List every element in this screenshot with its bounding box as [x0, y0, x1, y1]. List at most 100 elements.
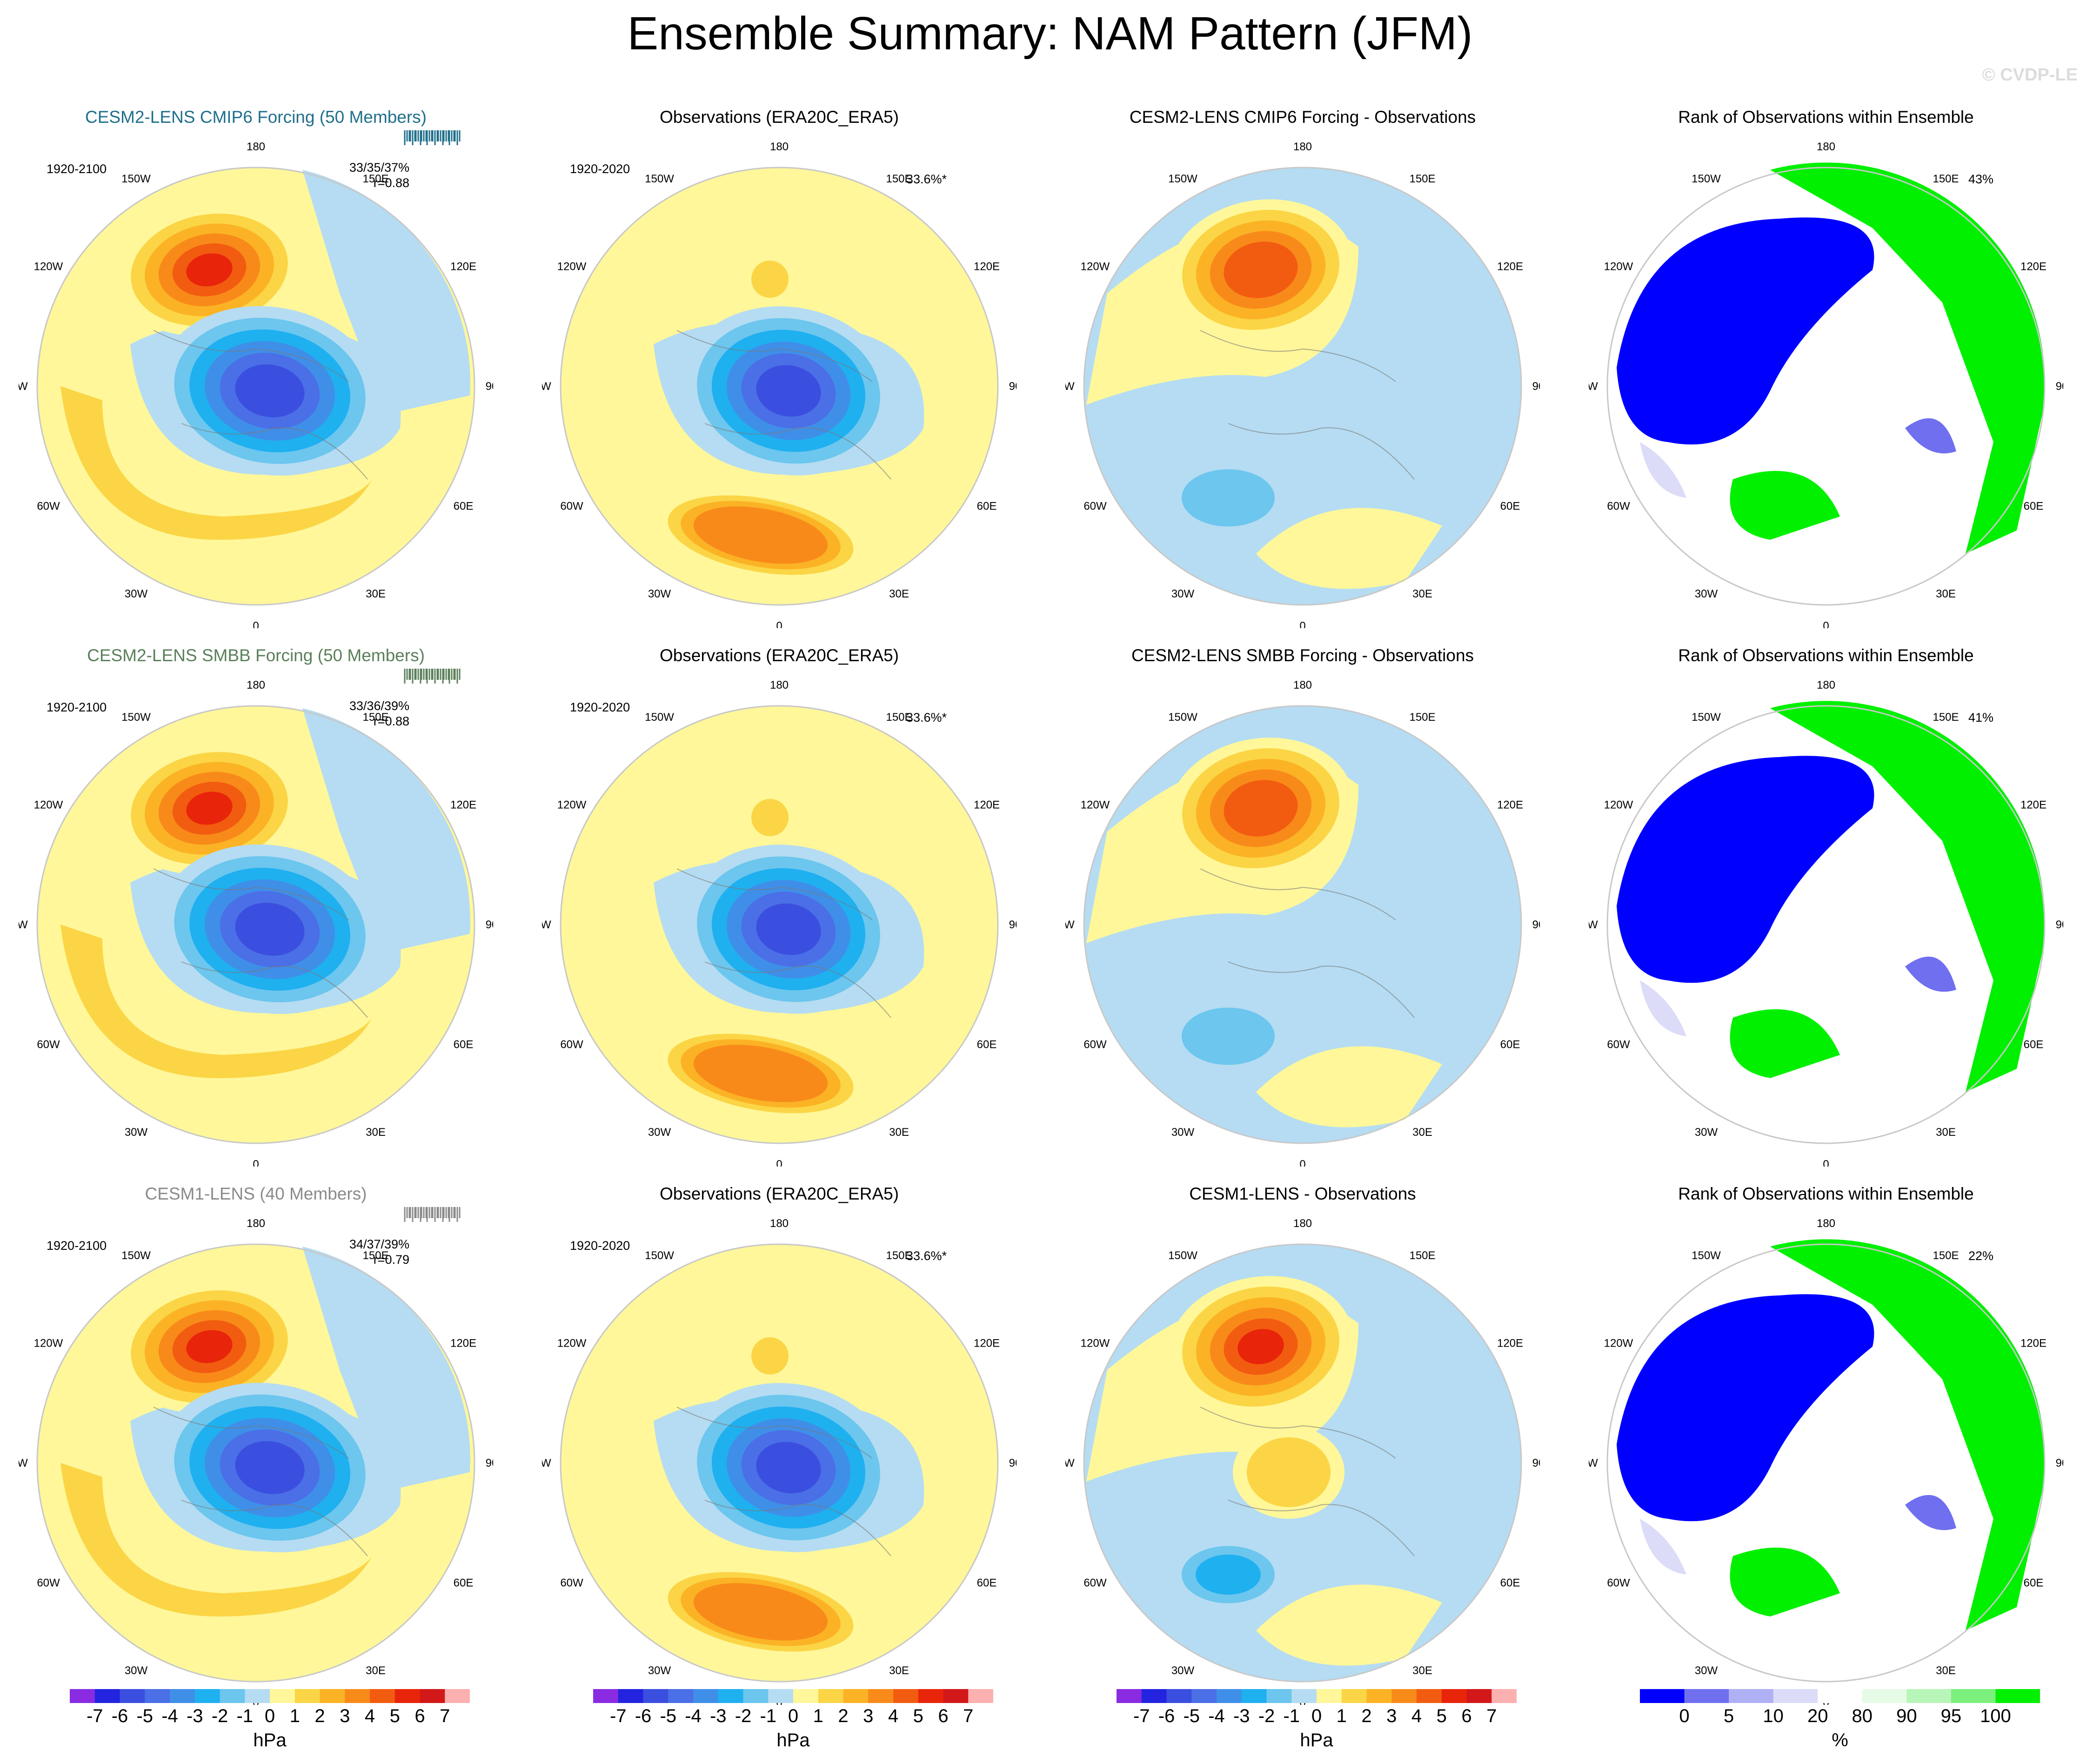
model-polar-map: 180150E120E90E60E30E030W60W90W120W150W [19, 1207, 493, 1705]
longitude-label: 180 [770, 1217, 789, 1230]
colorbar-swatch [1366, 1689, 1392, 1703]
colorbar-swatch [1640, 1689, 1685, 1703]
colorbar-swatch [445, 1689, 470, 1703]
obs-polar-map: 180 150E 120E 90E 60E 30E 0 30W 60W 90W 120W 150W [542, 679, 1017, 1167]
longitude-label: 30E [1936, 1664, 1956, 1677]
longitude-label: 180 [1293, 1217, 1312, 1230]
colorbar-swatch [120, 1689, 145, 1703]
longitude-label: 150E [886, 173, 912, 185]
colorbar-swatch [1191, 1689, 1217, 1703]
colorbar-swatch [1818, 1689, 1863, 1703]
diff-yellow-south [1256, 508, 1442, 589]
rank-blue-region [1617, 1294, 1874, 1522]
longitude-label: 30E [889, 1664, 909, 1677]
colorbar-swatch [1773, 1689, 1818, 1703]
model-pacific-high-level-5 [186, 253, 233, 287]
longitude-label: 120W [1081, 799, 1110, 811]
colorbar-swatch [245, 1689, 270, 1703]
rank-green-east [1770, 701, 2045, 1092]
colorbar-tick-label: -7 [1133, 1706, 1150, 1726]
model-title: CESM2-LENS SMBB Forcing (50 Members) [87, 646, 425, 665]
longitude-label: 30W [648, 588, 671, 600]
obs-percent: 33.6%* [906, 711, 947, 724]
longitude-label: 150E [1409, 1249, 1435, 1262]
obs-pacific-high-level-1 [751, 261, 789, 298]
colorbar-swatch [294, 1689, 320, 1703]
obs-atlantic-high-level-3 [693, 506, 828, 564]
rank-green-atlantic [1730, 471, 1840, 540]
colorbar-swatch [818, 1689, 843, 1703]
coastline [153, 330, 368, 480]
colorbar-tick-label: 0 [1311, 1706, 1322, 1726]
longitude-label: 60W [37, 1577, 60, 1589]
longitude-label: 120E [974, 261, 1000, 273]
colorbar-swatch [843, 1689, 869, 1703]
colorbar-swatch [1117, 1689, 1142, 1703]
model-correlation: r=0.79 [373, 1253, 409, 1267]
longitude-label: 180 [1817, 141, 1835, 153]
colorbar-units: hPa [253, 1730, 287, 1750]
obs-pacific-high-level-1 [751, 799, 789, 836]
colorbar-tick-label: 0 [1679, 1706, 1690, 1726]
longitude-label: 30E [366, 588, 386, 600]
longitude-label: 150W [1168, 173, 1197, 185]
coastline [676, 1407, 891, 1556]
colorbar-units: hPa [776, 1730, 810, 1750]
longitude-label: 120W [1604, 1337, 1633, 1350]
colorbar-tick-label: -3 [709, 1706, 727, 1726]
longitude-label: 150E [1409, 711, 1435, 724]
longitude-label: 30E [366, 1126, 386, 1139]
colorbar-swatch [593, 1689, 619, 1703]
panel-model-row1: CESM2-LENS CMIP6 Forcing (50 Members) 192… [19, 93, 493, 630]
colorbar-tick-label: 1 [289, 1706, 300, 1726]
colorbar-tick-label: 2 [1361, 1706, 1372, 1726]
colorbar-swatch [370, 1689, 395, 1703]
longitude-label: 30E [1412, 1664, 1432, 1677]
colorbar-swatch [668, 1689, 694, 1703]
longitude-label: 150E [886, 1249, 912, 1262]
rank-mid-blue [1905, 956, 1956, 992]
longitude-label: 120E [2020, 261, 2046, 273]
longitude-label: 60W [37, 1039, 60, 1051]
colorbar-tick-label: -5 [136, 1706, 154, 1726]
longitude-label: 90E [2056, 1457, 2063, 1469]
diff-title: CESM1-LENS - Observations [1189, 1184, 1416, 1203]
longitude-label: 60W [1607, 1577, 1630, 1589]
longitude-label: 30W [1695, 588, 1718, 600]
colorbar-units: hPa [1300, 1730, 1333, 1750]
colorbar-tick-label: -7 [86, 1706, 103, 1726]
obs-title: Observations (ERA20C_ERA5) [659, 646, 899, 665]
colorbar-swatch [1141, 1689, 1167, 1703]
panel-obs-row3: Observations (ERA20C_ERA5) 1920-2020 33.6%… [542, 1170, 1017, 1707]
colorbar-tick-label: 2 [314, 1706, 325, 1726]
colorbar-tick-label: 5 [1436, 1706, 1447, 1726]
longitude-label: 120E [450, 1337, 476, 1350]
colorbar-tick-label: 3 [340, 1706, 350, 1726]
diff-atlantic-low-level-2 [1196, 1554, 1261, 1595]
model-years: 1920-2100 [47, 700, 107, 714]
longitude-label: 120W [1604, 799, 1633, 811]
longitude-label: 180 [770, 141, 789, 153]
longitude-label: 150W [1692, 1249, 1721, 1262]
longitude-label: 0 [1299, 620, 1305, 628]
colorbar-tick-label: 1 [1336, 1706, 1347, 1726]
longitude-label: 0 [253, 1158, 259, 1167]
longitude-label: 180 [247, 679, 265, 691]
model-stat: 34/37/39% r=0.79 [349, 1237, 409, 1267]
longitude-label: 150E [1933, 711, 1959, 724]
longitude-label: 90E [486, 1457, 493, 1469]
longitude-label: 90W [1589, 380, 1598, 393]
longitude-label: 30E [366, 1664, 386, 1677]
longitude-label: 90W [542, 919, 551, 931]
colorbar-tick-label: 1 [813, 1706, 823, 1726]
model-polar-map: 180150E120E90E60E30E030W60W90W120W150W [19, 130, 493, 628]
colorbar-tick-label: -5 [660, 1706, 677, 1726]
longitude-label: 180 [1817, 1217, 1835, 1230]
colorbar-tick-label: -1 [1283, 1706, 1300, 1726]
rank-green-east [1770, 162, 2045, 554]
hpa-colorbar: -7 -6 -5 -4 -3 -2 -1 0 1 2 3 4 5 6 7 hPa [593, 1688, 993, 1753]
obs-arctic-low-level-5 [756, 365, 821, 417]
longitude-label: 120E [450, 261, 476, 273]
longitude-label: 90E [1532, 1457, 1540, 1469]
model-pacific-blue [302, 708, 470, 952]
